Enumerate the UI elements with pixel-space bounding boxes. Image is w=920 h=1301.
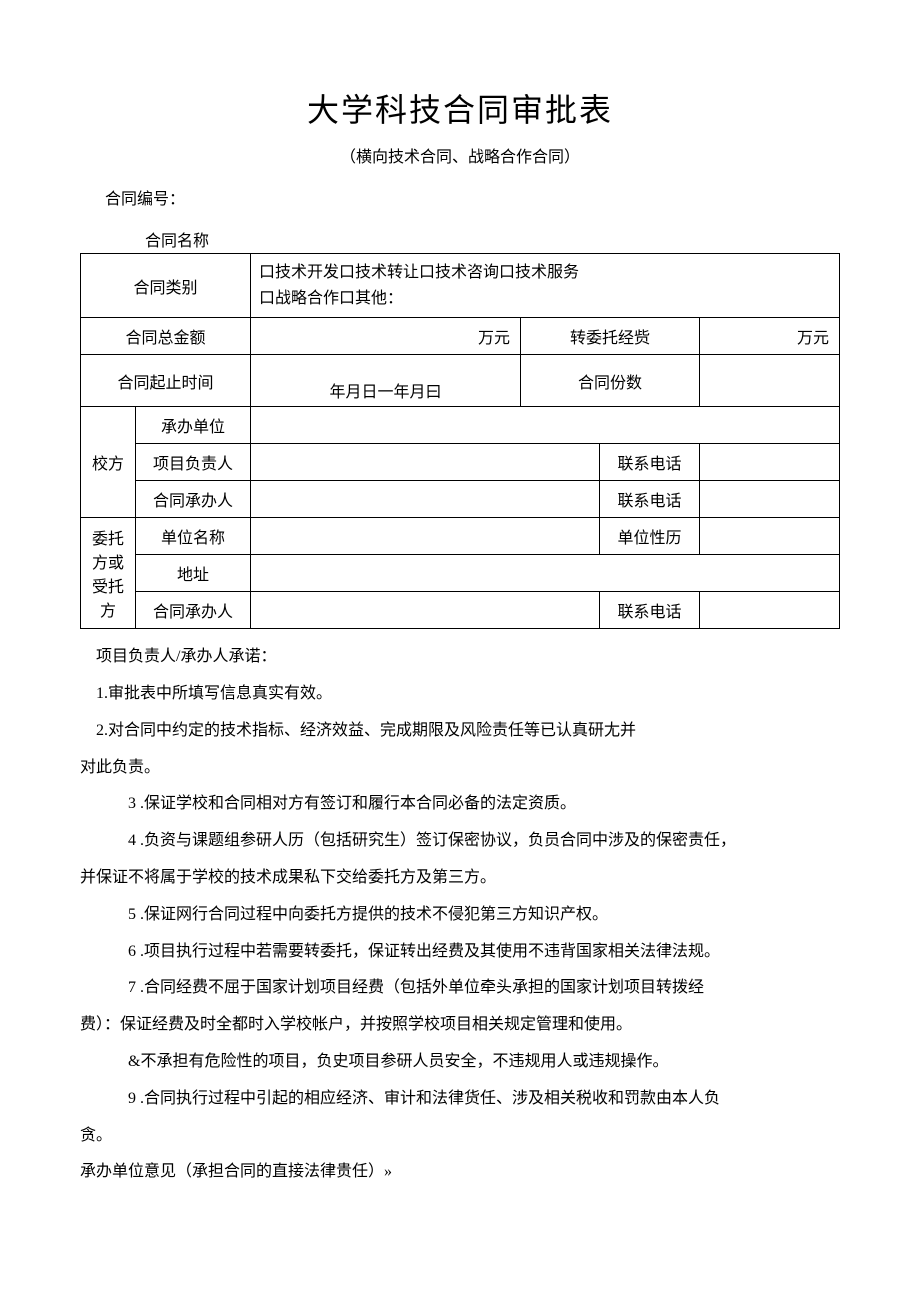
host-unit-value	[251, 407, 840, 444]
handler-label-2: 合同承办人	[136, 592, 251, 629]
unit-name-label: 单位名称	[136, 518, 251, 555]
commitment-footer: 承办单位意见（承担合同的直接法律贵任）»	[80, 1154, 840, 1191]
commitment-p9b: 贪。	[80, 1118, 840, 1155]
table-row-host-unit: 校方 承办单位	[81, 407, 840, 444]
category-line1: 口技术开发口技术转让口技术咨询口技术服务	[259, 260, 831, 286]
duration-label: 合同起止时间	[81, 355, 251, 407]
commitment-p4: 4 .负资与课题组参研人历（包括研究生）签订保密协议，负员合同中涉及的保密责任，	[80, 823, 840, 860]
copies-value	[700, 355, 840, 407]
commitment-p2b: 对此负责。	[80, 750, 840, 787]
transfer-fee-label: 转委托经赀	[521, 318, 700, 355]
handler-label-1: 合同承办人	[136, 481, 251, 518]
host-unit-label: 承办单位	[136, 407, 251, 444]
phone-value-3	[700, 592, 840, 629]
handler-value-1	[251, 481, 600, 518]
document-subtitle: （横向技术合同、战略合作合同）	[80, 143, 840, 167]
commitment-p1: 1.审批表中所填写信息真实有效。	[80, 676, 840, 713]
commitment-p9: 9 .合同执行过程中引起的相应经济、审计和法律货任、涉及相关税收和罚款由本人负	[80, 1081, 840, 1118]
duration-value: 年月日一年月曰	[251, 355, 521, 407]
category-label: 合同类别	[81, 254, 251, 318]
transfer-fee-unit: 万元	[700, 318, 840, 355]
table-row-school-handler: 合同承办人 联系电话	[81, 481, 840, 518]
address-value	[251, 555, 840, 592]
table-row-project-leader: 项目负责人 联系电话	[81, 444, 840, 481]
copies-label: 合同份数	[521, 355, 700, 407]
commitment-p6: 6 .项目执行过程中若需要转委托，保证转出经费及其使用不违背国家相关法律法规。	[80, 934, 840, 971]
contract-number-label: 合同编号：	[80, 185, 840, 209]
phone-label-3: 联系电话	[600, 592, 700, 629]
unit-nature-label: 单位性历	[600, 518, 700, 555]
project-leader-value	[251, 444, 600, 481]
commitment-p3: 3 .保证学校和合同相对方有签订和履行本合同必备的法定资质。	[80, 786, 840, 823]
phone-label-2: 联系电话	[600, 481, 700, 518]
school-side-label: 校方	[81, 407, 136, 518]
unit-name-value	[251, 518, 600, 555]
table-row-amount: 合同总金额 万元 转委托经赀 万元	[81, 318, 840, 355]
total-amount-unit: 万元	[251, 318, 521, 355]
table-row-unit-name: 委托方或受托方 单位名称 单位性历	[81, 518, 840, 555]
client-side-label: 委托方或受托方	[81, 518, 136, 629]
unit-nature-value	[700, 518, 840, 555]
commitment-p5: 5 .保证网行合同过程中向委托方提供的技术不侵犯第三方知识产权。	[80, 897, 840, 934]
total-amount-label: 合同总金额	[81, 318, 251, 355]
table-row-duration: 合同起止时间 年月日一年月曰 合同份数	[81, 355, 840, 407]
phone-value-1	[700, 444, 840, 481]
document-title: 大学科技合同审批表	[80, 85, 840, 131]
commitment-p4b: 并保证不将属于学校的技术成果私下交给委托方及第三方。	[80, 860, 840, 897]
commitment-p2: 2.对合同中约定的技术指标、经济效益、完成期限及风险责任等已认真研尢并	[80, 713, 840, 750]
approval-form-table: 合同类别 口技术开发口技术转让口技术咨询口技术服务 口战略合作口其他： 合同总金…	[80, 253, 840, 629]
phone-label-1: 联系电话	[600, 444, 700, 481]
category-line2: 口战略合作口其他：	[259, 286, 831, 312]
commitment-p8: &不承担有危险性的项目，负史项目参研人员安全，不违规用人或违规操作。	[80, 1044, 840, 1081]
commitment-p7: 7 .合同经费不屈于国家计划项目经费（包括外单位牵头承担的国家计划项目转拨经	[80, 970, 840, 1007]
commitment-p7b: 费）：保证经费及时全都时入学校帐户，并按照学校项目相关规定管理和使用。	[80, 1007, 840, 1044]
handler-value-2	[251, 592, 600, 629]
table-row-client-handler: 合同承办人 联系电话	[81, 592, 840, 629]
commitment-heading: 项目负责人/承办人承诺：	[80, 639, 840, 676]
table-row-category: 合同类别 口技术开发口技术转让口技术咨询口技术服务 口战略合作口其他：	[81, 254, 840, 318]
address-label: 地址	[136, 555, 251, 592]
contract-name-label: 合同名称	[80, 227, 840, 251]
project-leader-label: 项目负责人	[136, 444, 251, 481]
commitment-section: 项目负责人/承办人承诺： 1.审批表中所填写信息真实有效。 2.对合同中约定的技…	[80, 639, 840, 1191]
phone-value-2	[700, 481, 840, 518]
category-options: 口技术开发口技术转让口技术咨询口技术服务 口战略合作口其他：	[251, 254, 840, 318]
table-row-address: 地址	[81, 555, 840, 592]
